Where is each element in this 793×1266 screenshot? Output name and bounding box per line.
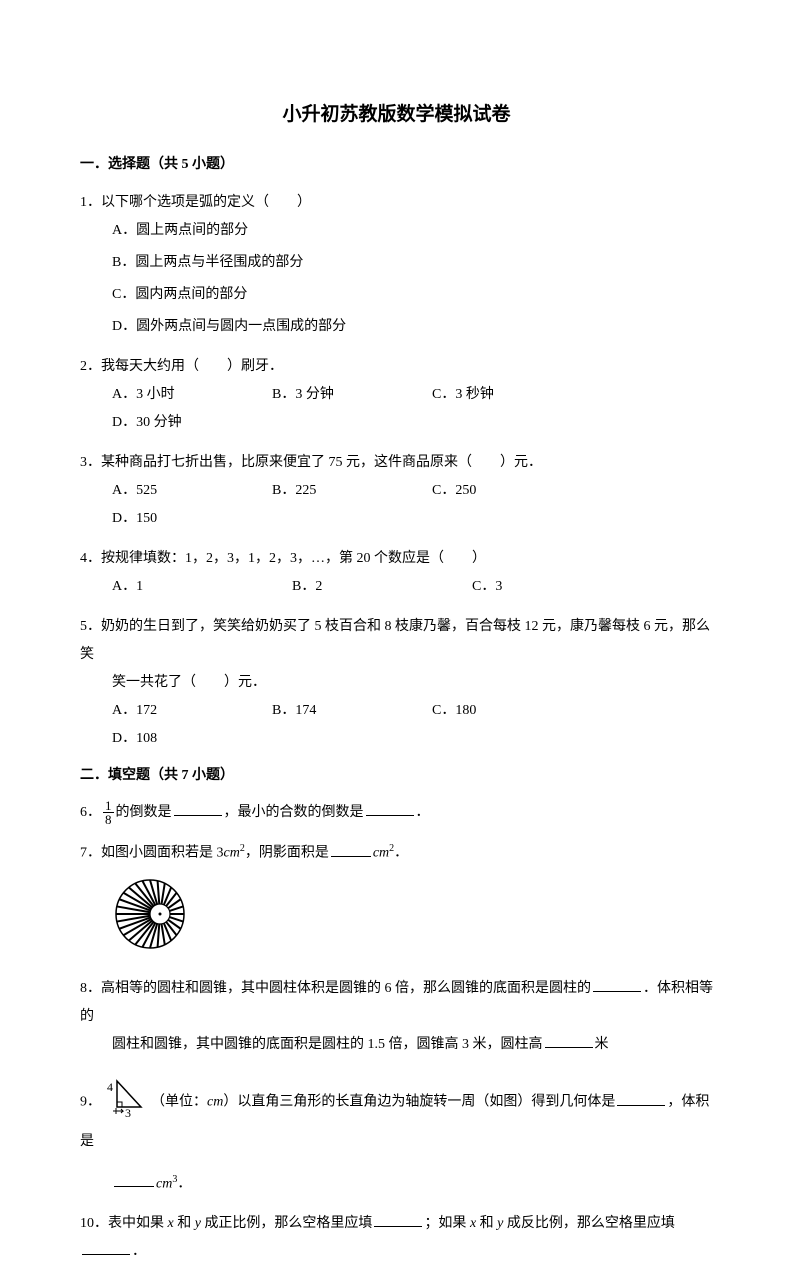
unit-cm: cm (224, 846, 240, 861)
q3-option-c: C．250 (432, 477, 572, 505)
blank (593, 976, 641, 992)
q4-options: A．1 B．2 C．3 (80, 573, 713, 601)
question-3: 3．某种商品打七折出售，比原来便宜了 75 元，这件商品原来（ ）元． A．52… (80, 449, 713, 533)
q1-text: 1．以下哪个选项是弧的定义（ ） (80, 189, 713, 217)
q10-text1: 10．表中如果 (80, 1216, 168, 1231)
q5-option-c: C．180 (432, 697, 572, 725)
q3-text: 3．某种商品打七折出售，比原来便宜了 75 元，这件商品原来（ ）元． (80, 449, 713, 477)
q2-option-a: A．3 小时 (112, 381, 252, 409)
blank (366, 800, 414, 816)
q9-text1: （单位： (151, 1095, 207, 1110)
blank (82, 1239, 130, 1255)
fraction-1-8: 18 (103, 799, 114, 826)
q2-option-c: C．3 秒钟 (432, 381, 572, 409)
q5-text-line1: 5．奶奶的生日到了，笑笑给奶奶买了 5 枝百合和 8 枝康乃馨，百合每枝 12 … (80, 619, 710, 662)
triangle-label-4: 4 (107, 1080, 113, 1094)
triangle-figure: 4 3 (105, 1077, 147, 1128)
q6-text1: 的倒数是 (116, 805, 172, 820)
q2-options: A．3 小时 B．3 分钟 C．3 秒钟 D．30 分钟 (80, 381, 713, 437)
question-10: 10．表中如果 x 和 y 成正比例，那么空格里应填；如果 x 和 y 成反比例… (80, 1210, 713, 1266)
q4-text: 4．按规律填数：1，2，3，1，2，3，…，第 20 个数应是（ ） (80, 545, 713, 573)
q6-text3: ． (416, 805, 430, 820)
question-4: 4．按规律填数：1，2，3，1，2，3，…，第 20 个数应是（ ） A．1 B… (80, 545, 713, 601)
unit-cm: cm (156, 1176, 172, 1191)
q3-option-b: B．225 (272, 477, 412, 505)
q5-option-a: A．172 (112, 697, 252, 725)
question-1: 1．以下哪个选项是弧的定义（ ） A．圆上两点间的部分 B．圆上两点与半径围成的… (80, 189, 713, 341)
unit-cm: cm (373, 846, 389, 861)
blank (174, 800, 222, 816)
q3-option-a: A．525 (112, 477, 252, 505)
q1-options: A．圆上两点间的部分 B．圆上两点与半径围成的部分 C．圆内两点间的部分 D．圆… (80, 217, 713, 341)
question-6: 6．18的倒数是 ，最小的合数的倒数是 ． (80, 799, 713, 827)
page-title: 小升初苏教版数学模拟试卷 (80, 100, 713, 130)
question-8: 8．高相等的圆柱和圆锥，其中圆柱体积是圆锥的 6 倍，那么圆锥的底面积是圆柱的．… (80, 975, 713, 1059)
q9-text2: ）以直角三角形的长直角边为轴旋转一周（如图）得到几何体是 (223, 1095, 615, 1110)
q9-prefix: 9． (80, 1095, 101, 1110)
blank (617, 1090, 665, 1106)
q1-option-b: B．圆上两点与半径围成的部分 (112, 249, 653, 277)
q4-option-b: B．2 (292, 573, 452, 601)
q8-text4: 米 (595, 1037, 609, 1052)
q8-text1: 8．高相等的圆柱和圆锥，其中圆柱体积是圆锥的 6 倍，那么圆锥的底面积是圆柱的 (80, 981, 591, 996)
q2-text: 2．我每天大约用（ ）刷牙． (80, 353, 713, 381)
q3-options: A．525 B．225 C．250 D．150 (80, 477, 713, 533)
q9-text4: ． (177, 1176, 191, 1191)
blank (331, 841, 371, 857)
q5-option-b: B．174 (272, 697, 412, 725)
q10-text3: 成正比例，那么空格里应填 (201, 1216, 373, 1231)
q7-text2: ，阴影面积是 (245, 846, 329, 861)
question-2: 2．我每天大约用（ ）刷牙． A．3 小时 B．3 分钟 C．3 秒钟 D．30… (80, 353, 713, 437)
q1-option-d: D．圆外两点间与圆内一点围成的部分 (112, 313, 653, 341)
q8-text3: 圆柱和圆锥，其中圆锥的底面积是圆柱的 1.5 倍，圆锥高 3 米，圆柱高 (112, 1037, 543, 1052)
blank (545, 1032, 593, 1048)
q1-option-a: A．圆上两点间的部分 (112, 217, 653, 245)
q4-option-a: A．1 (112, 573, 272, 601)
question-7: 7．如图小圆面积若是 3cm2，阴影面积是cm2． (80, 839, 713, 963)
q2-option-b: B．3 分钟 (272, 381, 412, 409)
triangle-label-3: 3 (125, 1106, 131, 1117)
blank (374, 1211, 422, 1227)
q5-text-line2: 笑一共花了（ ）元． (112, 675, 266, 690)
q3-option-d: D．150 (112, 505, 252, 533)
q5-options: A．172 B．174 C．180 D．108 (80, 697, 713, 753)
q4-option-c: C．3 (472, 573, 632, 601)
q6-prefix: 6． (80, 805, 101, 820)
question-9: 9． 4 3 （单位：cm）以直角三角形的长直角边为轴旋转一周（如图）得到几何体… (80, 1077, 713, 1199)
q7-text1: 7．如图小圆面积若是 3 (80, 846, 224, 861)
section2-header: 二．填空题（共 7 小题） (80, 765, 713, 787)
blank (114, 1171, 154, 1187)
q1-option-c: C．圆内两点间的部分 (112, 281, 653, 309)
fraction-numerator: 1 (103, 799, 114, 813)
circle-figure (112, 876, 713, 963)
q5-option-d: D．108 (112, 725, 252, 753)
q2-option-d: D．30 分钟 (112, 409, 252, 437)
q6-text2: ，最小的合数的倒数是 (224, 805, 364, 820)
q10-text5: 成反比例，那么空格里应填 (503, 1216, 675, 1231)
q10-text2: 和 (174, 1216, 195, 1231)
q10-text2b: 和 (476, 1216, 497, 1231)
q10-text4: ；如果 (424, 1216, 470, 1231)
q7-text3: ． (394, 846, 408, 861)
q10-text6: ． (132, 1244, 146, 1259)
fraction-denominator: 8 (103, 813, 114, 826)
unit-cm: cm (207, 1095, 223, 1110)
question-5: 5．奶奶的生日到了，笑笑给奶奶买了 5 枝百合和 8 枝康乃馨，百合每枝 12 … (80, 613, 713, 753)
section1-header: 一．选择题（共 5 小题） (80, 154, 713, 176)
